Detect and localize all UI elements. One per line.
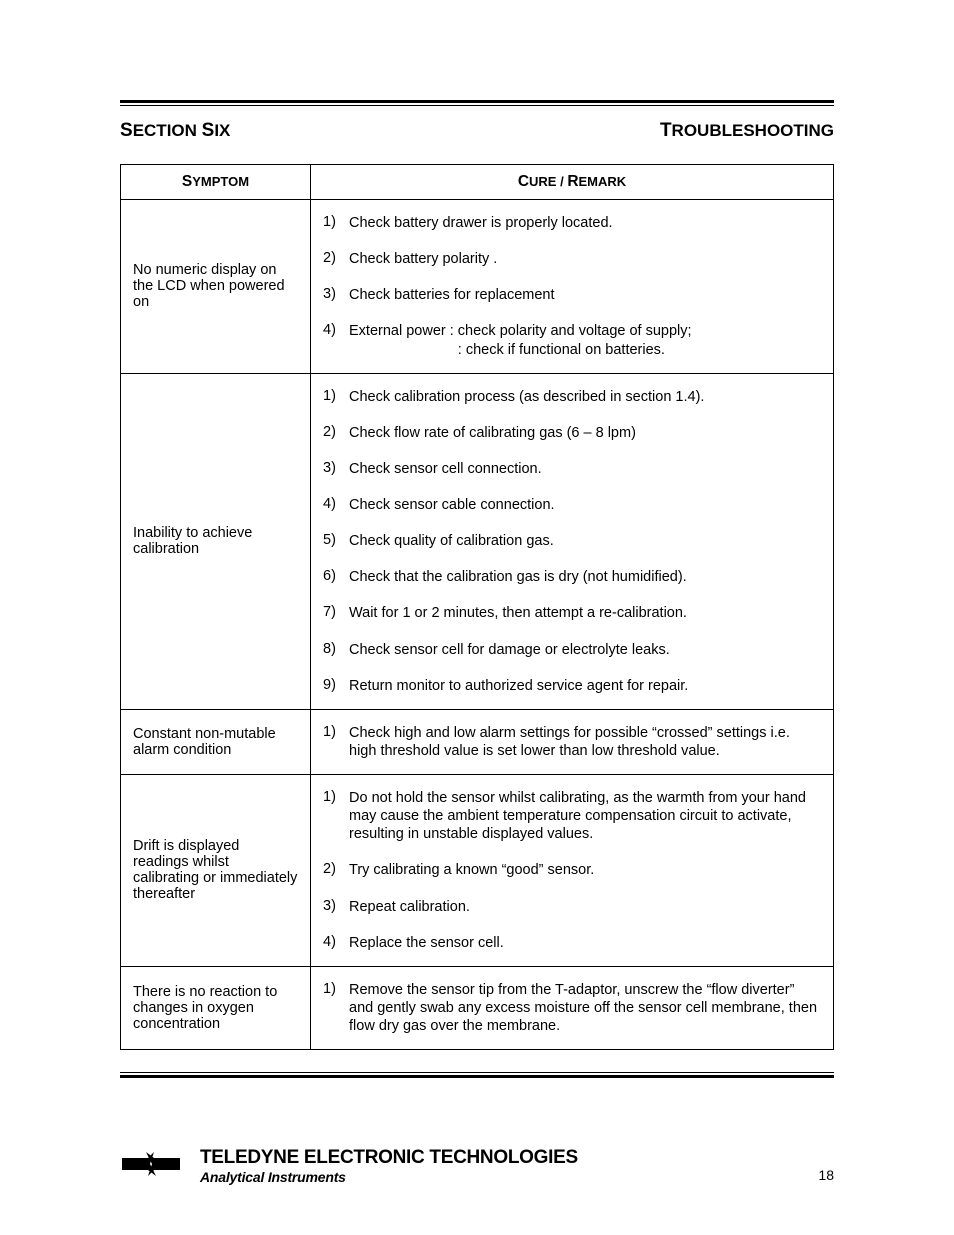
cure-text: Check sensor cell connection. — [349, 460, 821, 478]
table-body: No numeric display on the LCD when power… — [121, 200, 834, 1050]
cure-text: Check sensor cell for damage or electrol… — [349, 641, 821, 659]
cure-text: Check calibration process (as described … — [349, 388, 821, 406]
cure-cell: 1)Check battery drawer is properly locat… — [311, 200, 834, 374]
cure-item: 9)Return monitor to authorized service a… — [323, 677, 821, 695]
cure-item: 3)Check sensor cell connection. — [323, 460, 821, 478]
cure-list: 1)Remove the sensor tip from the T-adapt… — [323, 981, 821, 1035]
footer: TELEDYNE ELECTRONIC TECHNOLOGIES Analyti… — [120, 1147, 834, 1185]
cure-item: 5)Check quality of calibration gas. — [323, 532, 821, 550]
cure-cell: 1)Check high and low alarm settings for … — [311, 709, 834, 774]
cure-text: Check battery drawer is properly located… — [349, 214, 821, 232]
cure-text: Check sensor cable connection. — [349, 496, 821, 514]
cure-number: 7) — [323, 604, 349, 622]
cure-item: 4)Check sensor cable connection. — [323, 496, 821, 514]
cure-text: Return monitor to authorized service age… — [349, 677, 821, 695]
symptom-cell: Constant non-mutable alarm condition — [121, 709, 311, 774]
cure-number: 9) — [323, 677, 349, 695]
table-row: Drift is displayed readings whilst calib… — [121, 775, 834, 967]
table-row: There is no reaction to changes in oxyge… — [121, 966, 834, 1049]
cure-number: 2) — [323, 250, 349, 268]
cure-number: 4) — [323, 496, 349, 514]
cure-item: 1)Check calibration process (as describe… — [323, 388, 821, 406]
cure-item: 4)Replace the sensor cell. — [323, 934, 821, 952]
company-sub: Analytical Instruments — [200, 1169, 578, 1185]
cure-number: 4) — [323, 322, 349, 358]
cure-item: 6)Check that the calibration gas is dry … — [323, 568, 821, 586]
cure-number: 4) — [323, 934, 349, 952]
cure-item: 7)Wait for 1 or 2 minutes, then attempt … — [323, 604, 821, 622]
cure-text: Do not hold the sensor whilst calibratin… — [349, 789, 821, 843]
cure-item: 2)Try calibrating a known “good” sensor. — [323, 861, 821, 879]
table-row: Constant non-mutable alarm condition 1)Ch… — [121, 709, 834, 774]
cure-list: 1)Check high and low alarm settings for … — [323, 724, 821, 760]
symptom-cell: Drift is displayed readings whilst calib… — [121, 775, 311, 967]
symptom-cell: There is no reaction to changes in oxyge… — [121, 966, 311, 1049]
cure-number: 3) — [323, 898, 349, 916]
bottom-rule — [120, 1072, 834, 1078]
company-name: TELEDYNE ELECTRONIC TECHNOLOGIES — [200, 1147, 578, 1169]
cure-number: 2) — [323, 424, 349, 442]
cure-list: 1)Check calibration process (as describe… — [323, 388, 821, 695]
col-symptom: SYMPTOM — [121, 165, 311, 200]
cure-number: 8) — [323, 641, 349, 659]
cure-text: Wait for 1 or 2 minutes, then attempt a … — [349, 604, 821, 622]
symptom-cell: Inability to achieve calibration — [121, 373, 311, 709]
cure-item: 8)Check sensor cell for damage or electr… — [323, 641, 821, 659]
cure-item: 3)Check batteries for replacement — [323, 286, 821, 304]
cure-text: Replace the sensor cell. — [349, 934, 821, 952]
cure-text: Check high and low alarm settings for po… — [349, 724, 821, 760]
cure-text: Repeat calibration. — [349, 898, 821, 916]
cure-item: 1)Remove the sensor tip from the T-adapt… — [323, 981, 821, 1035]
cure-list: 1)Do not hold the sensor whilst calibrat… — [323, 789, 821, 952]
cure-number: 2) — [323, 861, 349, 879]
cure-number: 1) — [323, 981, 349, 1035]
cure-number: 6) — [323, 568, 349, 586]
footer-text: TELEDYNE ELECTRONIC TECHNOLOGIES Analyti… — [200, 1147, 578, 1185]
cure-number: 1) — [323, 724, 349, 760]
cure-number: 1) — [323, 214, 349, 232]
cure-item: 2)Check flow rate of calibrating gas (6 … — [323, 424, 821, 442]
cure-number: 1) — [323, 388, 349, 406]
col-cure: CURE / REMARK — [311, 165, 834, 200]
page-number: 18 — [818, 1167, 834, 1183]
cure-item: 1)Check battery drawer is properly locat… — [323, 214, 821, 232]
cure-text: Check battery polarity . — [349, 250, 821, 268]
section-title-left: SECTION SIX — [120, 120, 230, 142]
section-title-right: TROUBLESHOOTING — [660, 120, 834, 142]
cure-number: 3) — [323, 460, 349, 478]
table-row: No numeric display on the LCD when power… — [121, 200, 834, 374]
cure-text: Check that the calibration gas is dry (n… — [349, 568, 821, 586]
troubleshooting-table: SYMPTOM CURE / REMARK No numeric display… — [120, 164, 834, 1050]
symptom-cell: No numeric display on the LCD when power… — [121, 200, 311, 374]
page: SECTION SIX TROUBLESHOOTING SYMPTOM CURE… — [0, 0, 954, 1235]
cure-number: 1) — [323, 789, 349, 843]
cure-list: 1)Check battery drawer is properly locat… — [323, 214, 821, 359]
cure-text: Check quality of calibration gas. — [349, 532, 821, 550]
cure-text: Check flow rate of calibrating gas (6 – … — [349, 424, 821, 442]
cure-text: Check batteries for replacement — [349, 286, 821, 304]
cure-item: 2)Check battery polarity . — [323, 250, 821, 268]
cure-item: 3)Repeat calibration. — [323, 898, 821, 916]
header-row: SECTION SIX TROUBLESHOOTING — [120, 120, 834, 142]
cure-cell: 1)Check calibration process (as describe… — [311, 373, 834, 709]
cure-text: Try calibrating a known “good” sensor. — [349, 861, 821, 879]
cure-text: External power : check polarity and volt… — [349, 322, 821, 358]
top-rule — [120, 100, 834, 106]
cure-text: Remove the sensor tip from the T-adaptor… — [349, 981, 821, 1035]
cure-number: 5) — [323, 532, 349, 550]
cure-cell: 1)Remove the sensor tip from the T-adapt… — [311, 966, 834, 1049]
table-row: Inability to achieve calibration1)Check … — [121, 373, 834, 709]
cure-item: 4)External power : check polarity and vo… — [323, 322, 821, 358]
cure-item: 1)Do not hold the sensor whilst calibrat… — [323, 789, 821, 843]
cure-item: 1)Check high and low alarm settings for … — [323, 724, 821, 760]
cure-number: 3) — [323, 286, 349, 304]
cure-cell: 1)Do not hold the sensor whilst calibrat… — [311, 775, 834, 967]
teledyne-logo-icon — [120, 1150, 182, 1183]
